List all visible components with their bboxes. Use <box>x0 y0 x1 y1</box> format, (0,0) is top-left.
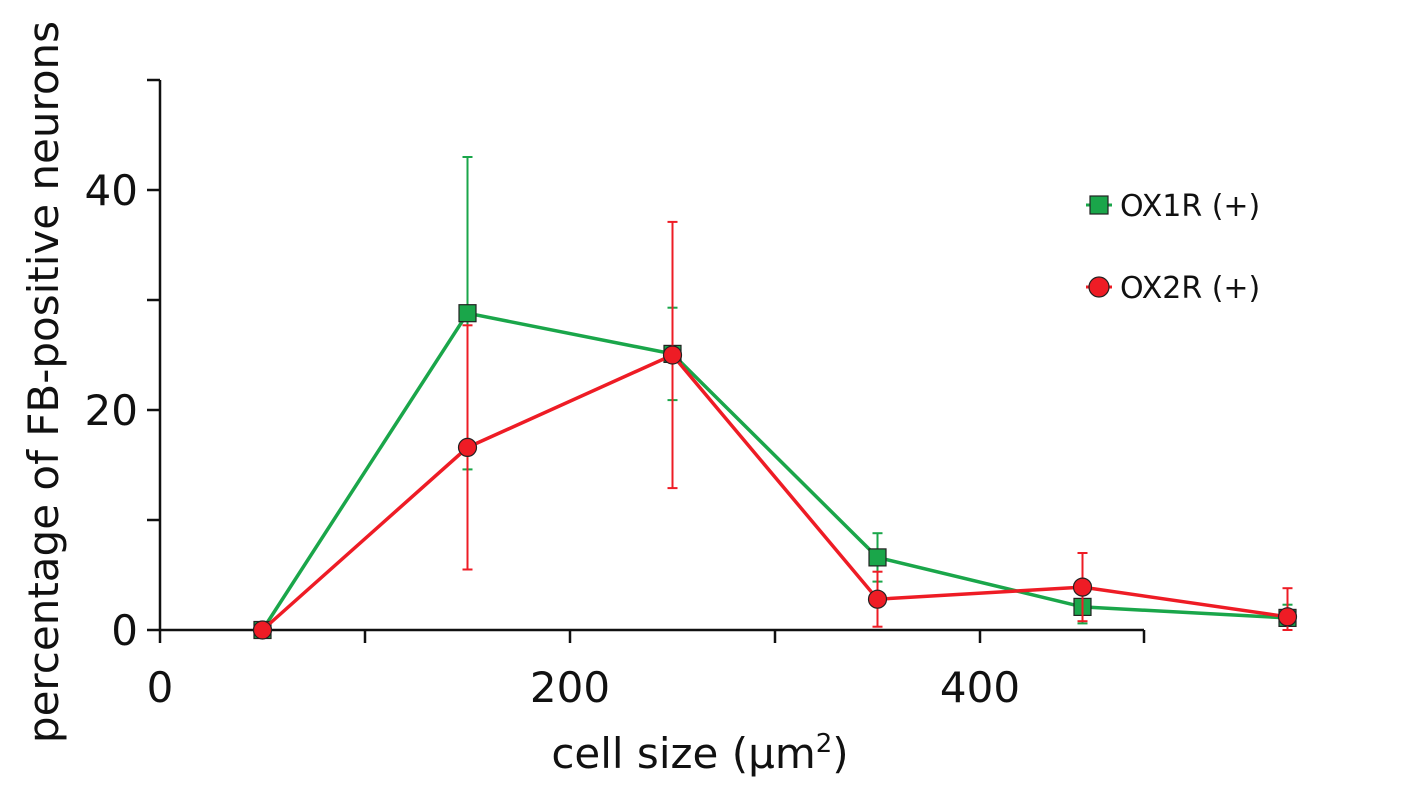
y-axis-label: percentage of FB-positive neurons <box>19 21 68 743</box>
x-tick-label: 0 <box>147 663 174 712</box>
series-1 <box>253 156 1297 640</box>
legend-label: OX2R (+) <box>1120 271 1260 306</box>
y-tick-label: 20 <box>85 386 138 435</box>
legend-item: OX2R (+) <box>1086 271 1260 306</box>
legend-label: OX1R (+) <box>1120 189 1260 224</box>
legend-marker <box>1089 195 1109 215</box>
x-tick-label: 400 <box>940 663 1020 712</box>
data-point <box>457 437 478 457</box>
series-2 <box>252 220 1298 640</box>
data-point <box>662 345 683 365</box>
data-point <box>1277 607 1298 627</box>
x-tick-label: 200 <box>530 663 610 712</box>
axes: 0 200 400 0 20 40 <box>85 78 1146 712</box>
data-point <box>868 548 887 567</box>
legend-item: OX1R (+) <box>1086 189 1260 224</box>
legend: OX1R (+) OX2R (+) <box>1086 189 1260 306</box>
series-line <box>261 311 1288 631</box>
legend-marker <box>1088 276 1110 298</box>
data-point <box>1072 577 1093 597</box>
data-point <box>458 304 477 323</box>
series-layer <box>252 156 1298 640</box>
x-axis-label: cell size (μm2) <box>551 729 848 778</box>
y-tick-label: 0 <box>111 606 138 655</box>
data-point <box>252 620 273 640</box>
series-line <box>261 352 1288 632</box>
data-point <box>867 589 888 609</box>
y-tick-label: 40 <box>85 166 138 215</box>
